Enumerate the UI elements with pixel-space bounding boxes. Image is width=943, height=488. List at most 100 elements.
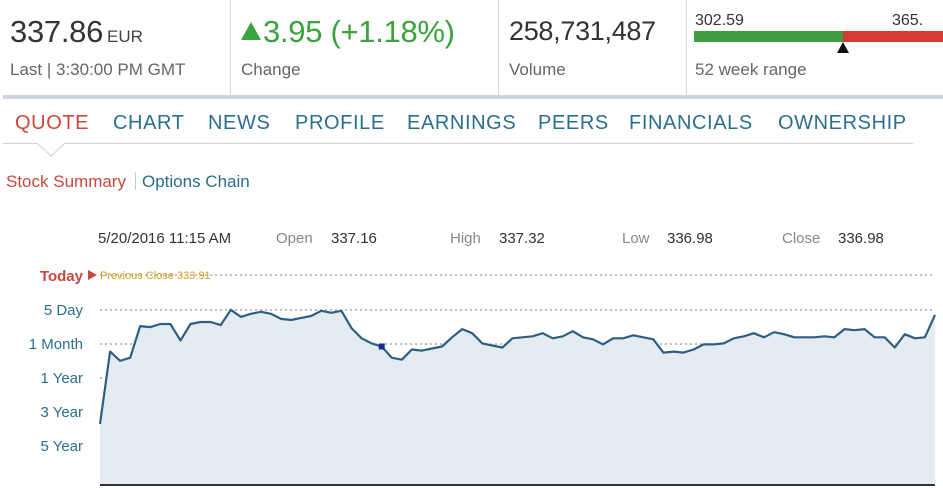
price-change: 3.95 (+1.18%) bbox=[241, 14, 455, 50]
summary-subnav: Stock Summary Options Chain bbox=[6, 172, 250, 192]
price-point bbox=[179, 339, 182, 342]
price-point bbox=[99, 423, 102, 426]
range-1year-button[interactable]: 1 Year bbox=[40, 370, 83, 387]
price-line bbox=[98, 308, 937, 425]
last-time: Last | 3:30:00 PM GMT bbox=[10, 60, 186, 79]
price-point bbox=[229, 308, 232, 311]
price-point bbox=[763, 336, 766, 339]
volume-value: 258,731,487 bbox=[509, 16, 656, 46]
price-point bbox=[632, 334, 635, 337]
price-point bbox=[803, 336, 806, 339]
triangle-up-icon bbox=[837, 42, 849, 53]
price-point bbox=[350, 327, 353, 330]
last-price: 337.86 EUR bbox=[10, 14, 143, 50]
price-point bbox=[300, 316, 303, 319]
tab-quote[interactable]: QUOTE bbox=[15, 112, 90, 134]
range-today-button[interactable]: Today bbox=[39, 268, 83, 285]
price-point bbox=[501, 346, 504, 349]
range-1month-button[interactable]: 1 Month bbox=[28, 336, 83, 353]
price-point bbox=[853, 329, 856, 332]
price-point bbox=[682, 351, 685, 354]
price-point bbox=[602, 343, 605, 346]
price-point bbox=[239, 315, 242, 318]
price-point bbox=[843, 328, 846, 331]
price-point bbox=[813, 336, 816, 339]
price-point bbox=[642, 336, 645, 339]
previous-close-marker: Previous Close 333.91 bbox=[88, 270, 211, 282]
price-point bbox=[149, 326, 152, 329]
price-point bbox=[420, 349, 423, 352]
tab-peers[interactable]: PEERS bbox=[538, 112, 609, 134]
price-point bbox=[702, 343, 705, 346]
price-point bbox=[551, 337, 554, 340]
range-3year-button[interactable]: 3 Year bbox=[40, 404, 83, 421]
price-point bbox=[159, 323, 162, 326]
hover-datetime: 5/20/2016 11:15 AM bbox=[98, 230, 232, 247]
quote-header: 337.86 EUR Last | 3:30:00 PM GMT 3.95 (+1… bbox=[0, 0, 943, 95]
close-label: Close bbox=[782, 230, 821, 247]
price-point bbox=[330, 311, 333, 314]
price-point bbox=[592, 338, 595, 341]
tab-profile[interactable]: PROFILE bbox=[295, 112, 385, 134]
tab-ownership[interactable]: OWNERSHIP bbox=[778, 112, 907, 134]
price-point bbox=[511, 337, 514, 340]
range-bar-high bbox=[843, 31, 943, 42]
price-point bbox=[581, 336, 584, 339]
stock-summary-link[interactable]: Stock Summary bbox=[6, 172, 126, 191]
price-point bbox=[541, 332, 544, 335]
price-point bbox=[934, 313, 937, 316]
previous-close-label: Previous Close 333.91 bbox=[100, 270, 211, 282]
triangle-right-icon bbox=[88, 270, 97, 280]
price-point bbox=[249, 312, 252, 315]
price-point bbox=[340, 309, 343, 312]
currency-label: EUR bbox=[107, 27, 143, 46]
price-point bbox=[833, 336, 836, 339]
high-value: 337.32 bbox=[499, 230, 545, 247]
range-label: 52 week range bbox=[695, 60, 807, 79]
price-point bbox=[189, 323, 192, 326]
change-cell: 3.95 (+1.18%) Change bbox=[231, 0, 499, 95]
price-point bbox=[280, 317, 283, 320]
price-point bbox=[913, 337, 916, 340]
price-point bbox=[461, 328, 464, 331]
price-point bbox=[410, 348, 413, 351]
tab-news[interactable]: NEWS bbox=[208, 112, 271, 134]
range-5year-button[interactable]: 5 Year bbox=[40, 438, 83, 455]
price-point bbox=[431, 347, 434, 350]
open-value: 337.16 bbox=[331, 230, 377, 247]
range-5day-button[interactable]: 5 Day bbox=[43, 302, 83, 319]
price-point bbox=[310, 314, 313, 317]
low-value: 336.98 bbox=[667, 230, 713, 247]
price-point bbox=[491, 344, 494, 347]
price-point bbox=[742, 335, 745, 338]
price-point bbox=[712, 343, 715, 346]
range-high: 365. bbox=[892, 12, 924, 29]
tab-chart[interactable]: CHART bbox=[113, 112, 185, 134]
price-point bbox=[169, 323, 172, 326]
price-point bbox=[199, 321, 202, 324]
tab-financials[interactable]: FINANCIALS bbox=[629, 112, 753, 134]
price-point bbox=[873, 336, 876, 339]
price-point bbox=[209, 321, 212, 324]
price-point bbox=[863, 328, 866, 331]
price-point bbox=[441, 345, 444, 348]
range-cell: 302.59 365. 52 week range bbox=[687, 0, 943, 95]
price-point bbox=[290, 319, 293, 322]
price-point bbox=[260, 310, 263, 313]
close-value: 336.98 bbox=[838, 230, 884, 247]
price-point bbox=[571, 330, 574, 333]
price-point bbox=[390, 356, 393, 359]
range-low: 302.59 bbox=[695, 12, 744, 29]
options-chain-link[interactable]: Options Chain bbox=[141, 172, 250, 191]
range-bar-low bbox=[694, 31, 843, 42]
price-point bbox=[471, 332, 474, 335]
price-point bbox=[521, 336, 524, 339]
price-point bbox=[320, 309, 323, 312]
high-label: High bbox=[450, 230, 481, 247]
price-area bbox=[100, 309, 935, 485]
volume-label: Volume bbox=[509, 60, 566, 79]
price-point bbox=[672, 350, 675, 353]
tab-earnings[interactable]: EARNINGS bbox=[407, 112, 517, 134]
price-point bbox=[270, 312, 273, 315]
